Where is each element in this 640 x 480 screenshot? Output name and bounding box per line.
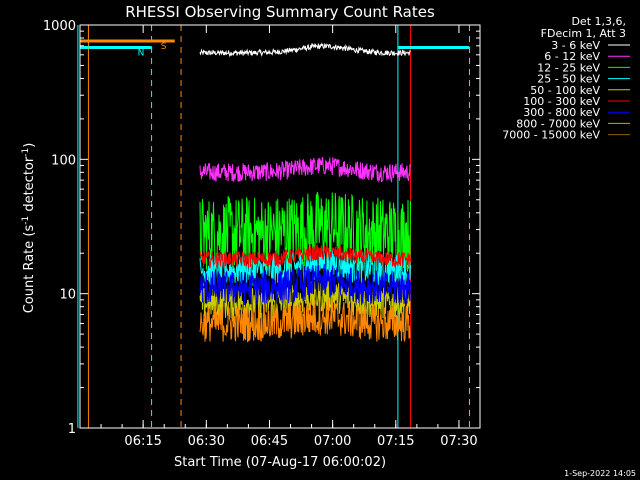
legend-label-5: 100 - 300 keV (523, 95, 600, 108)
y-tick-label-1: 10 (59, 288, 76, 303)
x-tick-label-1: 06:30 (188, 434, 225, 449)
series-line-1 (199, 156, 411, 183)
y-axis-ticks: 1 10 100 1000 (43, 19, 480, 437)
flag-label-1: N (138, 48, 145, 58)
plot-frame (79, 24, 481, 429)
x-tick-label-5: 07:30 (440, 434, 477, 449)
flag-label-0: S (161, 42, 167, 52)
series-lines (199, 42, 411, 343)
footer-timestamp: 1-Sep-2022 14:05 (564, 469, 636, 478)
x-tick-label-2: 06:45 (251, 434, 288, 449)
x-tick-label-0: 06:15 (124, 434, 161, 449)
legend-label-6: 300 - 800 keV (523, 106, 600, 119)
x-axis-label: Start Time (07-Aug-17 06:00:02) (174, 455, 386, 470)
legend-label-8: 7000 - 15000 keV (502, 129, 600, 142)
flag-bars: SN (80, 39, 470, 58)
y-axis-label: Count Rate (s-1 detector-1) (21, 143, 37, 314)
y-tick-label-0: 1 (68, 422, 76, 437)
legend-label-2: 12 - 25 keV (537, 61, 600, 74)
legend-label-3: 25 - 50 keV (537, 73, 600, 86)
x-tick-label-3: 07:00 (314, 434, 351, 449)
legend-header-0: Det 1,3,6, (571, 15, 626, 28)
series-line-0 (199, 42, 411, 58)
series-line-5 (199, 244, 411, 269)
legend-label-0: 3 - 6 keV (551, 39, 600, 52)
legend-header-1: FDecim 1, Att 3 (541, 27, 626, 40)
legend-label-1: 6 - 12 keV (544, 50, 600, 63)
series-line-6 (199, 263, 411, 306)
y-tick-label-2: 100 (51, 153, 76, 168)
x-tick-label-4: 07:15 (377, 434, 414, 449)
chart-title: RHESSI Observing Summary Count Rates (125, 3, 435, 21)
legend-label-4: 50 - 100 keV (530, 84, 600, 97)
x-axis-ticks: 06:15 06:30 06:45 07:00 07:15 07:30 (79, 25, 481, 449)
y-tick-label-3: 1000 (43, 19, 76, 34)
series-line-7 (199, 299, 411, 343)
legend-label-7: 800 - 7000 keV (516, 117, 600, 130)
